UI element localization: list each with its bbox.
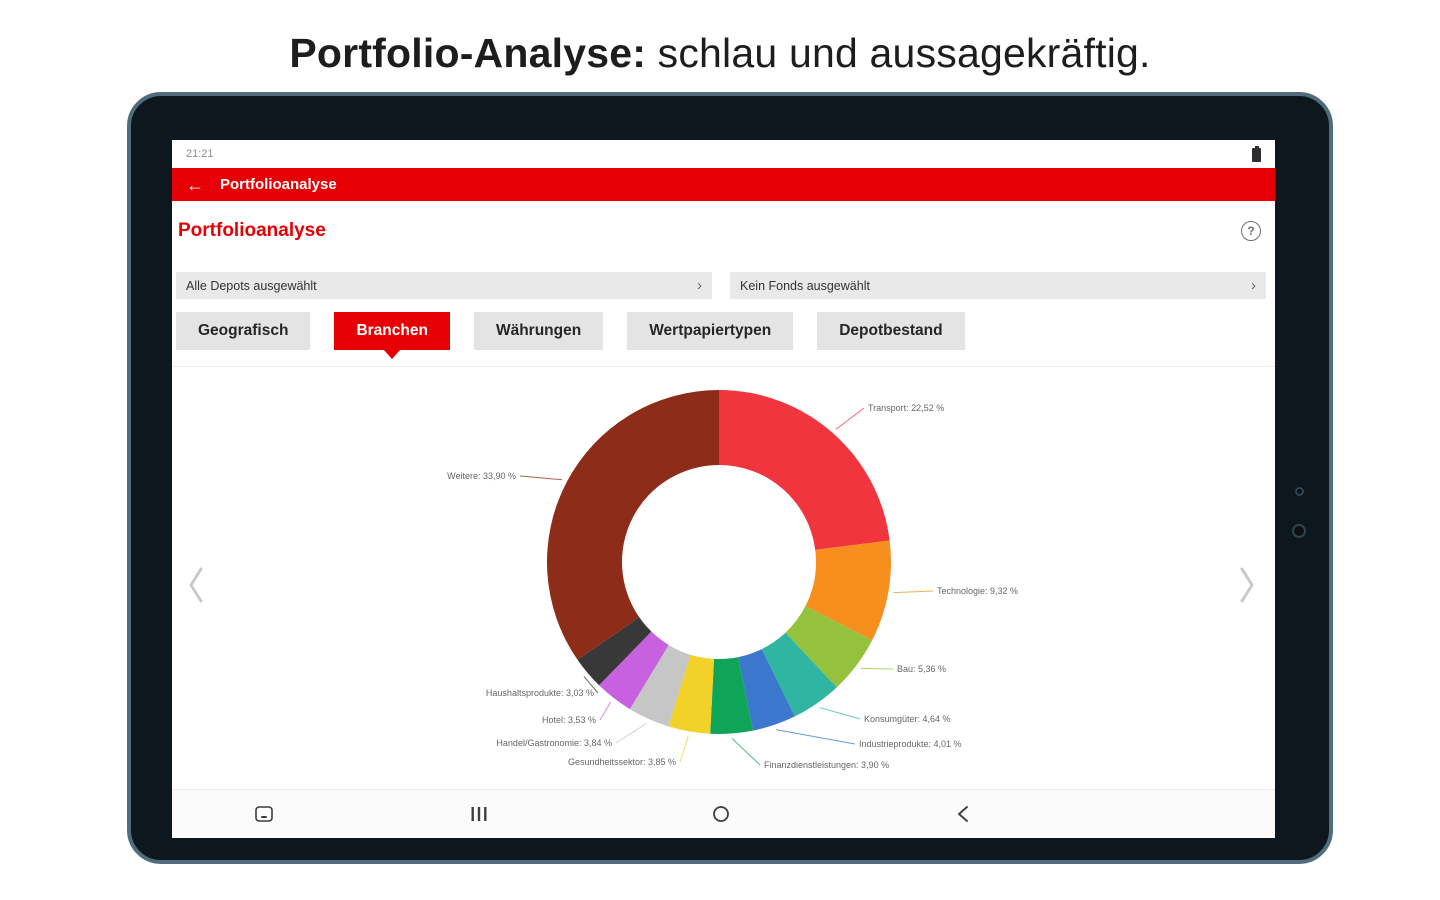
chart-leader-line bbox=[835, 407, 865, 430]
headline-bold: Portfolio-Analyse: bbox=[289, 30, 647, 76]
content-header: Portfolioanalyse ? bbox=[178, 220, 1261, 242]
chart-leader-line bbox=[860, 667, 894, 670]
donut-slice-industrieprodukte[interactable] bbox=[738, 649, 795, 731]
app-bar-title: Portfolioanalyse bbox=[220, 176, 337, 193]
marketing-headline: Portfolio-Analyse: schlau und aussagekrä… bbox=[0, 30, 1440, 77]
donut-chart bbox=[519, 390, 934, 766]
taskbar-icon[interactable] bbox=[254, 805, 274, 823]
donut-slice-finanzdienstleistungen[interactable] bbox=[710, 657, 753, 734]
chevron-right-icon: › bbox=[1251, 277, 1256, 294]
carousel-prev-icon[interactable] bbox=[186, 563, 208, 607]
headline-rest: schlau und aussagekräftig. bbox=[646, 30, 1151, 76]
nav-back-icon[interactable] bbox=[956, 805, 970, 823]
donut-slice-hotel[interactable] bbox=[599, 631, 669, 710]
fonds-selector-label: Kein Fonds ausgewählt bbox=[740, 278, 870, 293]
fonds-selector[interactable]: Kein Fonds ausgewählt › bbox=[730, 272, 1266, 299]
home-icon[interactable] bbox=[712, 805, 730, 823]
donut-slice-transport[interactable] bbox=[719, 390, 890, 550]
back-arrow-icon[interactable]: ← bbox=[186, 174, 204, 195]
light-sensor-icon bbox=[1297, 489, 1302, 494]
chart-area: Transport: 22,52 % Technologie: 9,32 % Bau… bbox=[172, 366, 1275, 788]
carousel-next-icon[interactable] bbox=[1237, 563, 1259, 607]
chart-leader-line bbox=[679, 736, 689, 763]
chart-leader-line bbox=[731, 738, 761, 766]
app-screen: 21:21 ← Portfolioanalyse Portfolioanalys… bbox=[172, 140, 1275, 838]
chart-label-industrieprodukte: Industrieprodukte: 4,01 % bbox=[859, 739, 962, 749]
android-nav-bar bbox=[172, 789, 1275, 838]
chart-label-bau: Bau: 5,36 % bbox=[897, 664, 947, 674]
donut-slice-gesundheitssektor[interactable] bbox=[668, 654, 715, 734]
chart-label-handel-gastronomie: Handel/Gastronomie: 3,84 % bbox=[496, 738, 612, 748]
chart-leader-line bbox=[893, 590, 934, 594]
tab-bar: Geografisch Branchen Währungen Wertpapie… bbox=[176, 312, 965, 350]
chart-label-hotel: Hotel: 3,53 % bbox=[541, 715, 596, 725]
chevron-right-icon: › bbox=[697, 277, 702, 294]
help-icon[interactable]: ? bbox=[1241, 221, 1261, 241]
chart-leader-line bbox=[819, 707, 861, 720]
donut-slice-handel-gastronomie[interactable] bbox=[629, 644, 691, 727]
chart-leader-line bbox=[775, 729, 856, 745]
donut-slice-konsumgüter[interactable] bbox=[761, 632, 837, 717]
depot-selector-label: Alle Depots ausgewählt bbox=[186, 278, 317, 293]
chart-leader-line bbox=[583, 675, 599, 694]
chart-label-weitere: Weitere: 33,90 % bbox=[447, 471, 516, 481]
chart-label-transport: Transport: 22,52 % bbox=[868, 403, 945, 413]
chart-label-haushaltsprodukte: Haushaltsprodukte: 3,03 % bbox=[485, 688, 594, 698]
status-bar: 21:21 bbox=[172, 140, 1275, 168]
chart-label-finanzdienstleistungen: Finanzdienstleistungen: 3,90 % bbox=[764, 760, 890, 770]
page-heading: Portfolioanalyse bbox=[178, 220, 326, 241]
donut-slice-bau[interactable] bbox=[785, 606, 873, 688]
chart-label-technologie: Technologie: 9,32 % bbox=[937, 586, 1019, 596]
camera-icon bbox=[1294, 526, 1304, 536]
selector-row: Alle Depots ausgewählt › Kein Fonds ausg… bbox=[176, 272, 1266, 299]
donut-slice-weitere[interactable] bbox=[547, 390, 719, 660]
tablet-device-frame: 21:21 ← Portfolioanalyse Portfolioanalys… bbox=[127, 92, 1333, 864]
recents-icon[interactable] bbox=[470, 805, 488, 823]
chart-label-gesundheitssektor: Gesundheitssektor: 3,85 % bbox=[567, 757, 676, 767]
tab-waehrungen[interactable]: Währungen bbox=[473, 312, 604, 350]
tab-geografisch[interactable]: Geografisch bbox=[176, 312, 311, 350]
donut-slice-haushaltsprodukte[interactable] bbox=[577, 617, 652, 686]
chart-label-konsumgüter: Konsumgüter: 4,64 % bbox=[864, 714, 951, 724]
battery-icon bbox=[1252, 146, 1261, 162]
chart-leader-line bbox=[599, 701, 612, 721]
tab-wertpapiertypen[interactable]: Wertpapiertypen bbox=[627, 312, 794, 350]
content-area: Portfolioanalyse ? Alle Depots ausgewähl… bbox=[172, 201, 1275, 789]
chart-leader-line bbox=[519, 475, 563, 481]
chart-leader-line bbox=[615, 723, 647, 744]
clock: 21:21 bbox=[186, 148, 214, 160]
donut-slice-technologie[interactable] bbox=[805, 540, 891, 641]
app-bar: ← Portfolioanalyse bbox=[172, 168, 1275, 201]
tab-depotbestand[interactable]: Depotbestand bbox=[817, 312, 965, 350]
tab-branchen[interactable]: Branchen bbox=[334, 312, 450, 350]
depot-selector[interactable]: Alle Depots ausgewählt › bbox=[176, 272, 712, 299]
